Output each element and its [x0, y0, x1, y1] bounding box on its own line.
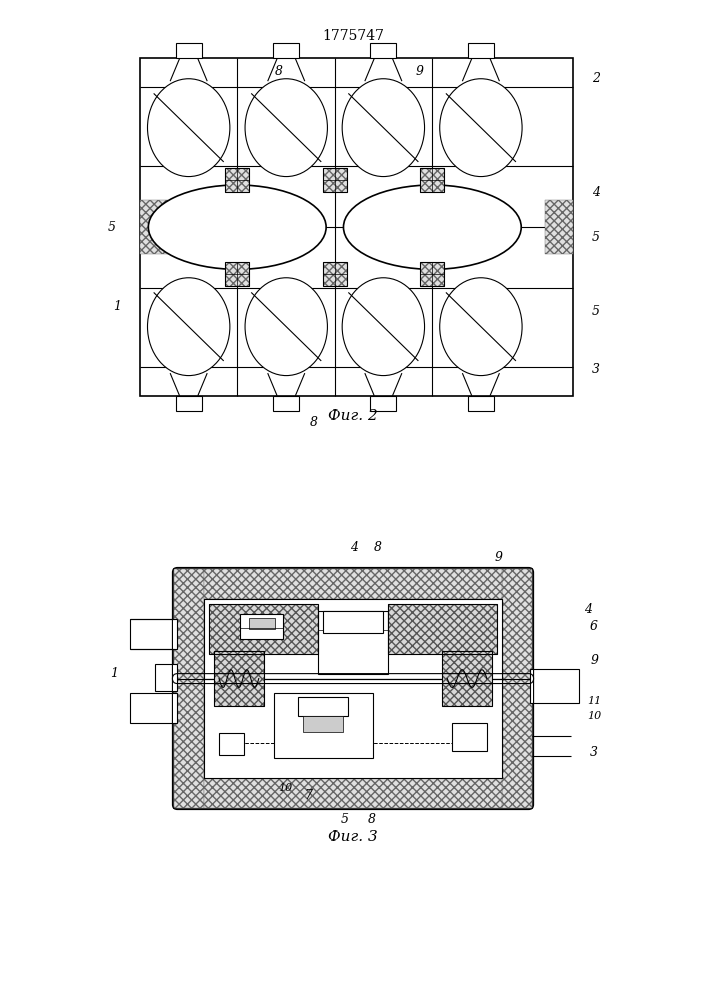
Bar — [130, 619, 177, 649]
Bar — [209, 604, 318, 654]
Bar — [226, 262, 249, 286]
Bar — [323, 168, 346, 192]
Bar — [219, 733, 244, 755]
Ellipse shape — [440, 278, 522, 376]
Text: 3: 3 — [590, 746, 598, 759]
Text: 4: 4 — [584, 603, 592, 616]
Bar — [226, 168, 249, 192]
Ellipse shape — [245, 79, 327, 177]
Ellipse shape — [342, 278, 424, 376]
Bar — [443, 651, 492, 706]
Bar — [130, 693, 177, 723]
Text: 8: 8 — [368, 813, 376, 826]
Bar — [530, 669, 579, 703]
Text: 8: 8 — [310, 416, 317, 429]
Bar — [452, 723, 487, 751]
Text: 6: 6 — [590, 620, 598, 633]
Ellipse shape — [148, 278, 230, 376]
Bar — [421, 262, 444, 286]
Bar — [175, 569, 204, 808]
Text: 5: 5 — [108, 221, 116, 234]
Text: 10: 10 — [587, 711, 601, 721]
Bar — [273, 396, 299, 411]
Bar — [323, 611, 382, 633]
Bar — [175, 43, 201, 58]
Text: 2: 2 — [592, 72, 600, 85]
Text: 8: 8 — [374, 541, 382, 554]
Bar — [175, 569, 532, 808]
Bar — [248, 618, 275, 629]
Text: 9: 9 — [416, 65, 423, 78]
Bar — [204, 778, 502, 808]
Bar — [323, 168, 346, 192]
Bar — [443, 651, 492, 706]
Bar — [226, 168, 249, 192]
Text: 1: 1 — [110, 667, 118, 680]
Bar — [298, 697, 348, 716]
Bar — [387, 604, 497, 654]
Text: 5: 5 — [592, 231, 600, 244]
Text: 1: 1 — [113, 300, 121, 313]
Bar — [204, 679, 502, 778]
Bar — [323, 262, 346, 286]
Text: 9: 9 — [495, 551, 503, 564]
Bar — [370, 396, 397, 411]
Bar — [204, 569, 502, 599]
Bar — [468, 43, 494, 58]
Text: 1775747: 1775747 — [322, 29, 384, 43]
Bar — [370, 43, 397, 58]
Bar — [214, 651, 264, 706]
Ellipse shape — [344, 185, 521, 269]
Bar — [323, 262, 346, 286]
Bar — [468, 396, 494, 411]
Bar — [204, 599, 502, 679]
Ellipse shape — [342, 79, 424, 177]
Bar — [175, 396, 201, 411]
Text: 4: 4 — [592, 186, 600, 199]
Bar — [303, 716, 343, 732]
Text: 7: 7 — [304, 789, 312, 802]
Bar — [387, 604, 497, 654]
Bar — [545, 200, 573, 254]
Text: 11: 11 — [587, 696, 601, 706]
Bar — [502, 569, 532, 808]
Text: 9: 9 — [590, 654, 598, 667]
Bar — [421, 262, 444, 286]
Text: 5: 5 — [341, 813, 349, 826]
Bar — [318, 611, 387, 674]
Bar — [274, 693, 373, 758]
Bar — [421, 168, 444, 192]
Text: Фиг. 3: Фиг. 3 — [328, 830, 378, 844]
Bar — [140, 200, 168, 254]
Bar — [140, 58, 573, 396]
Ellipse shape — [245, 278, 327, 376]
Text: 5: 5 — [592, 305, 600, 318]
Bar — [204, 599, 502, 778]
Ellipse shape — [440, 79, 522, 177]
Bar — [155, 664, 177, 691]
Bar — [214, 651, 264, 706]
Text: Фиг. 2: Фиг. 2 — [328, 409, 378, 423]
Bar — [421, 168, 444, 192]
Text: 3: 3 — [592, 363, 600, 376]
Ellipse shape — [148, 185, 326, 269]
Ellipse shape — [148, 79, 230, 177]
Bar — [273, 43, 299, 58]
Bar — [209, 604, 318, 654]
Bar — [226, 262, 249, 286]
Text: 8: 8 — [274, 65, 283, 78]
Text: 10: 10 — [279, 783, 293, 793]
Text: 4: 4 — [350, 541, 358, 554]
Bar — [240, 614, 284, 639]
